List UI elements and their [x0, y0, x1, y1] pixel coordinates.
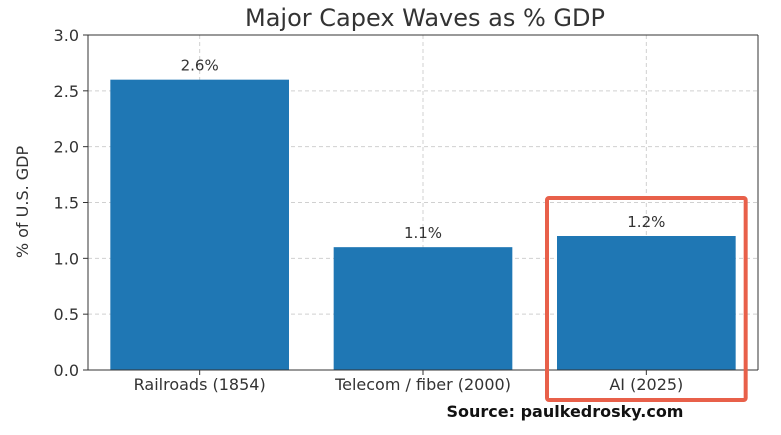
source-note: Source: paulkedrosky.com	[447, 402, 684, 421]
bar-1	[110, 79, 289, 371]
bar-3	[557, 236, 736, 370]
labels: 0.0 0.5 1.0 1.5 2.0 2.5 3.0 Railroads (1854) 2.6…	[54, 26, 684, 394]
bar-2	[333, 247, 513, 370]
bars	[110, 79, 736, 371]
y-tick-label: 2.0	[54, 138, 79, 157]
data-label: 1.2%	[627, 213, 665, 231]
highlight-box	[545, 196, 748, 402]
axes	[83, 34, 759, 375]
x-tick-label: Railroads (1854)	[134, 375, 266, 394]
highlight	[545, 196, 748, 402]
y-axis-label: % of U.S. GDP	[13, 146, 32, 259]
data-label: 1.1%	[404, 224, 442, 242]
chart-title: Major Capex Waves as % GDP	[245, 4, 605, 32]
y-tick-label: 0.0	[54, 361, 79, 380]
x-tick-label: AI (2025)	[609, 375, 683, 394]
x-tick-label: Telecom / fiber (2000)	[334, 375, 511, 394]
y-tick-label: 2.5	[54, 82, 79, 101]
data-label: 2.6%	[181, 57, 219, 75]
y-tick-label: 1.0	[54, 249, 79, 268]
y-tick-label: 1.5	[54, 194, 79, 213]
y-tick-label: 3.0	[54, 26, 79, 45]
y-tick-label: 0.5	[54, 305, 79, 324]
